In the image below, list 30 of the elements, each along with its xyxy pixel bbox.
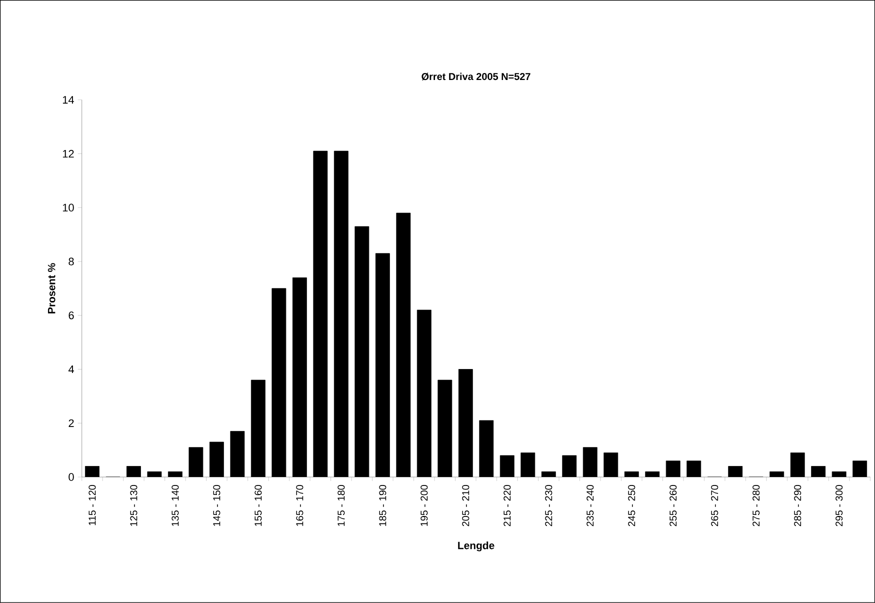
x-tick-label: 175 - 180 bbox=[338, 485, 345, 526]
x-tick-label: 195 - 200 bbox=[420, 485, 428, 526]
x-tick-label: 205 - 210 bbox=[462, 485, 470, 526]
x-tick-label: 145 - 150 bbox=[213, 485, 220, 526]
y-tick-label: 10 bbox=[62, 204, 74, 212]
y-tick-label: 2 bbox=[68, 419, 74, 428]
x-axis-title: Lengde bbox=[458, 542, 494, 552]
x-tick-label: 265 - 270 bbox=[711, 485, 718, 526]
x-tick-label: 275 - 280 bbox=[752, 485, 760, 526]
x-tick-label: 255 - 260 bbox=[670, 485, 677, 526]
y-tick-label: 14 bbox=[62, 96, 74, 104]
y-tick-label: 4 bbox=[68, 366, 74, 374]
x-tick-label: 155 - 160 bbox=[254, 485, 262, 526]
x-tick-label: 185 - 190 bbox=[379, 485, 386, 526]
x-tick-label: 135 - 140 bbox=[172, 485, 179, 526]
y-tick-label: 8 bbox=[68, 258, 74, 266]
x-tick-label: 245 - 250 bbox=[628, 485, 636, 526]
x-tick-label: 215 - 220 bbox=[504, 485, 511, 526]
x-tick-label: 225 - 230 bbox=[545, 485, 552, 526]
x-tick-label: 165 - 170 bbox=[296, 485, 304, 526]
x-tick-label: 125 - 130 bbox=[130, 485, 138, 526]
x-tick-label: 115 - 120 bbox=[88, 485, 96, 526]
y-tick-label: 6 bbox=[68, 312, 74, 320]
x-tick-label: 295 - 300 bbox=[836, 485, 843, 526]
x-tick-label: 285 - 290 bbox=[794, 485, 802, 526]
y-tick-label: 12 bbox=[62, 150, 74, 158]
y-axis-title: Prosent % bbox=[48, 263, 56, 314]
x-tick-label: 235 - 240 bbox=[586, 485, 594, 526]
y-tick-label: 0 bbox=[68, 473, 74, 481]
chart-title: Ørret Driva 2005 N=527 bbox=[422, 72, 530, 80]
